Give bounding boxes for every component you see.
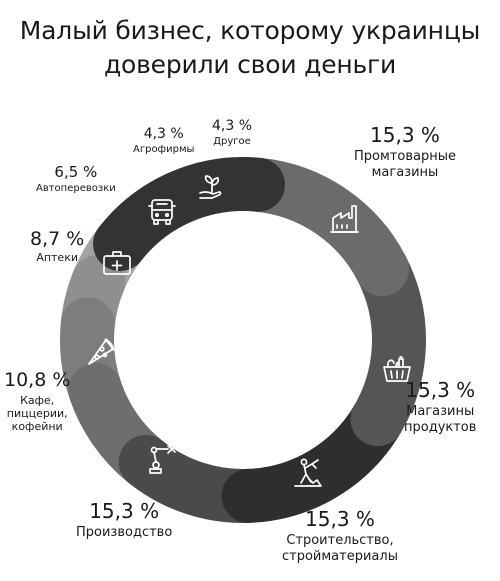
slice-category-line: Автоперевозки (36, 182, 116, 194)
slice-category-line: Магазины (406, 404, 475, 419)
pizza-slice-icon (88, 338, 115, 365)
slice-icons (88, 175, 411, 487)
slice-value: 4,3 % (212, 118, 253, 134)
slice-category-line: Производство (76, 525, 173, 540)
factory-icon (330, 205, 359, 233)
chart-title-line-2: доверили свои деньги (103, 50, 397, 79)
robot-arm-icon (149, 445, 176, 474)
slice-value: 6,5 % (54, 163, 98, 181)
chart-title: Малый бизнес, которому украинцы доверили… (0, 14, 500, 82)
slice-value: 4,3 % (143, 126, 184, 142)
donut-arcs (60, 157, 426, 523)
slice-value: 10,8 % (4, 369, 71, 391)
slice-category-line: кофейни (11, 419, 63, 433)
slice-category-line: Строительство, (286, 533, 394, 548)
chart-title-line-1: Малый бизнес, которому украинцы (19, 16, 481, 45)
truck-icon (148, 199, 176, 225)
slice-value: 15,3 % (405, 378, 476, 402)
slice-category-line: стройматериалы (282, 549, 398, 564)
slice-value: 15,3 % (370, 123, 440, 147)
slice-label-agro: 4,3 % Агрофирмы (133, 126, 195, 156)
construction-worker-icon (294, 458, 322, 487)
slice-label-other: 4,3 % Другое (212, 118, 253, 148)
plant-in-hand-icon (199, 175, 222, 199)
slice-value: 15,3 % (305, 507, 375, 531)
slice-category-line: Аптеки (36, 250, 78, 264)
slice-label-manufacturing: 15,3 % Производство (76, 500, 172, 541)
donut-slice-1 (93, 157, 285, 271)
first-aid-kit-icon (103, 251, 131, 275)
slice-label-prom-stores: 15,3 % Промтоварные магазины (354, 124, 456, 181)
slice-category-line: Промтоварные (354, 149, 456, 164)
slice-label-construction: 15,3 % Строительство, стройматериалы (282, 508, 398, 565)
slice-value: 8,7 % (30, 228, 85, 250)
slice-category-line: магазины (371, 165, 439, 180)
slice-category-line: Агрофирмы (133, 144, 195, 156)
slice-category-line: продуктов (404, 420, 477, 435)
slice-value: 15,3 % (89, 499, 160, 523)
slice-category-line: пиццерии, (6, 406, 68, 420)
slice-label-trucking: 6,5 % Автоперевозки (36, 164, 116, 195)
slice-label-pharmacies: 8,7 % Аптеки (30, 229, 84, 264)
grocery-basket-icon (383, 356, 411, 382)
slice-category-line: Кафе, (20, 393, 55, 407)
slice-label-grocery-stores: 15,3 % Магазины продуктов (404, 379, 476, 436)
slice-label-cafes: 10,8 % Кафе, пиццерии, кофейни (4, 370, 70, 433)
slice-category-line: Другое (213, 136, 251, 148)
